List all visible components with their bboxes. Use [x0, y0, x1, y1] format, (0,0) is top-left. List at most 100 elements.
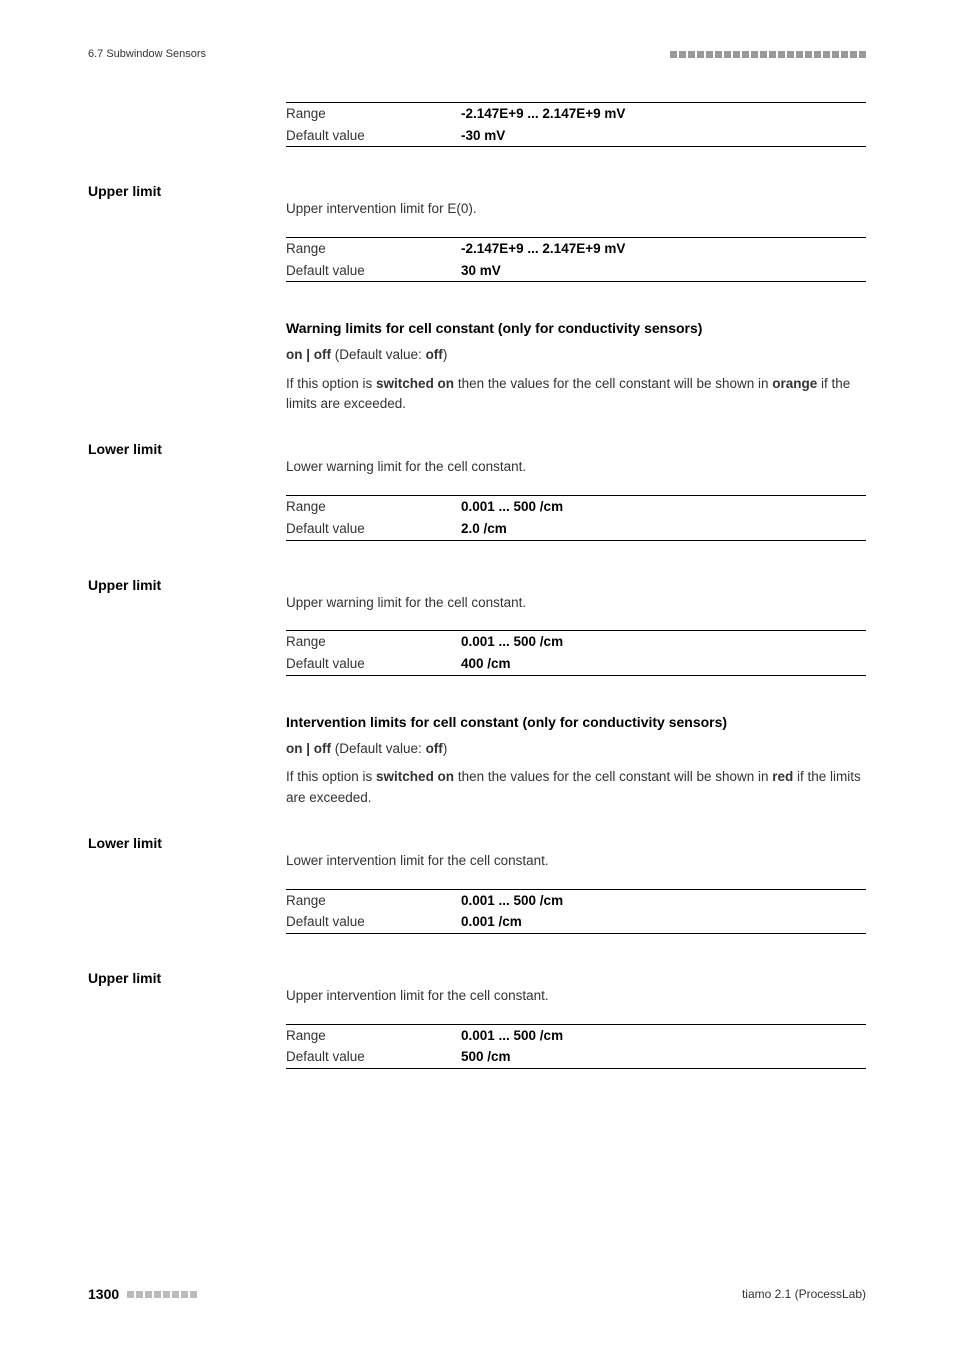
table-row: Default value 0.001 /cm — [286, 911, 866, 933]
range-label: Range — [286, 890, 461, 912]
table-row: Range 0.001 ... 500 /cm — [286, 496, 866, 518]
footer-left: 1300 — [88, 1286, 197, 1302]
section-heading-col: Lower limit — [88, 441, 286, 482]
table-rule — [286, 933, 866, 934]
decor-square — [679, 51, 686, 58]
page-content: Range -2.147E+9 ... 2.147E+9 mV Default … — [0, 102, 954, 1069]
explain-bold2: red — [772, 769, 793, 784]
section-heading-col: Upper limit — [88, 183, 286, 224]
range-value: -2.147E+9 ... 2.147E+9 mV — [461, 103, 866, 125]
table-row: Range 0.001 ... 500 /cm — [286, 631, 866, 653]
section-upper-limit: Upper limit Upper intervention limit for… — [88, 183, 866, 224]
table-rule — [286, 540, 866, 541]
decor-square — [760, 51, 767, 58]
decor-square — [706, 51, 713, 58]
on-off-line: on | off (Default value: off) — [286, 345, 866, 365]
decor-square — [154, 1291, 161, 1298]
default-value: 2.0 /cm — [461, 518, 866, 540]
decor-square — [796, 51, 803, 58]
warning-cell-section: Warning limits for cell constant (only f… — [286, 318, 866, 415]
on-off-default-text: (Default value: — [331, 741, 426, 756]
decor-square — [688, 51, 695, 58]
range-label: Range — [286, 496, 461, 518]
range-value: 0.001 ... 500 /cm — [461, 890, 866, 912]
range-value: -2.147E+9 ... 2.147E+9 mV — [461, 238, 866, 260]
section-heading-col: Upper limit — [88, 970, 286, 1011]
section-heading: Upper limit — [88, 970, 286, 986]
header-section-label: 6.7 Subwindow Sensors — [88, 48, 206, 60]
default-label: Default value — [286, 260, 461, 282]
section-desc: Upper warning limit for the cell constan… — [286, 593, 866, 614]
decor-square — [814, 51, 821, 58]
table-row: Range 0.001 ... 500 /cm — [286, 1025, 866, 1047]
on-off-default-text: (Default value: — [331, 347, 426, 362]
section-heading-col: Lower limit — [88, 835, 286, 876]
section-desc: Lower warning limit for the cell constan… — [286, 457, 866, 478]
default-value: 0.001 /cm — [461, 911, 866, 933]
table-rule — [286, 1068, 866, 1069]
default-value: 30 mV — [461, 260, 866, 282]
decor-square — [823, 51, 830, 58]
on-off-options: on | off — [286, 347, 331, 362]
page-footer: 1300 tiamo 2.1 (ProcessLab) — [88, 1286, 866, 1302]
explain-bold1: switched on — [376, 769, 454, 784]
warning-explain: If this option is switched on then the v… — [286, 374, 866, 416]
on-off-line: on | off (Default value: off) — [286, 739, 866, 759]
range-value: 0.001 ... 500 /cm — [461, 1025, 866, 1047]
decor-square — [127, 1291, 134, 1298]
default-label: Default value — [286, 653, 461, 675]
decor-square — [181, 1291, 188, 1298]
on-off-default-val: off — [426, 741, 443, 756]
range-label: Range — [286, 238, 461, 260]
on-off-options: on | off — [286, 741, 331, 756]
table-row: Default value -30 mV — [286, 125, 866, 147]
range-value: 0.001 ... 500 /cm — [461, 631, 866, 653]
decor-square — [859, 51, 866, 58]
table-row: Default value 30 mV — [286, 260, 866, 282]
decor-square — [697, 51, 704, 58]
section-lower-limit: Lower limit Lower intervention limit for… — [88, 835, 866, 876]
table-row: Range -2.147E+9 ... 2.147E+9 mV — [286, 238, 866, 260]
decor-square — [715, 51, 722, 58]
section-heading: Upper limit — [88, 183, 286, 199]
decor-square — [769, 51, 776, 58]
param-table: Range 0.001 ... 500 /cm Default value 2.… — [286, 495, 866, 540]
intervention-heading: Intervention limits for cell constant (o… — [286, 712, 866, 733]
on-off-suffix: ) — [443, 741, 448, 756]
explain-pre: If this option is — [286, 376, 376, 391]
page-header: 6.7 Subwindow Sensors — [0, 0, 954, 60]
default-value: 500 /cm — [461, 1046, 866, 1068]
decor-square — [136, 1291, 143, 1298]
range-label: Range — [286, 103, 461, 125]
warning-heading: Warning limits for cell constant (only f… — [286, 318, 866, 339]
section-body: Upper intervention limit for E(0). — [286, 183, 866, 224]
param-table: Range 0.001 ... 500 /cm Default value 40… — [286, 630, 866, 675]
intervention-cell-section: Intervention limits for cell constant (o… — [286, 712, 866, 809]
explain-mid: then the values for the cell constant wi… — [454, 769, 772, 784]
explain-bold2: orange — [772, 376, 817, 391]
table-row: Default value 500 /cm — [286, 1046, 866, 1068]
decor-square — [832, 51, 839, 58]
table-row: Default value 2.0 /cm — [286, 518, 866, 540]
section-heading: Upper limit — [88, 577, 286, 593]
decor-square — [841, 51, 848, 58]
default-label: Default value — [286, 518, 461, 540]
range-label: Range — [286, 631, 461, 653]
decor-square — [751, 51, 758, 58]
section-upper-limit: Upper limit Upper warning limit for the … — [88, 577, 866, 618]
section-desc: Upper intervention limit for the cell co… — [286, 986, 866, 1007]
explain-bold1: switched on — [376, 376, 454, 391]
section-upper-limit: Upper limit Upper intervention limit for… — [88, 970, 866, 1011]
decor-square — [850, 51, 857, 58]
decor-square — [787, 51, 794, 58]
table-row: Range -2.147E+9 ... 2.147E+9 mV — [286, 103, 866, 125]
section-body: Upper warning limit for the cell constan… — [286, 577, 866, 618]
section-body: Upper intervention limit for the cell co… — [286, 970, 866, 1011]
section-body: Lower intervention limit for the cell co… — [286, 835, 866, 876]
range-value: 0.001 ... 500 /cm — [461, 496, 866, 518]
decor-square — [724, 51, 731, 58]
param-table: Range -2.147E+9 ... 2.147E+9 mV Default … — [286, 102, 866, 147]
section-desc: Upper intervention limit for E(0). — [286, 199, 866, 220]
section-heading: Lower limit — [88, 441, 286, 457]
footer-product: tiamo 2.1 (ProcessLab) — [742, 1287, 866, 1301]
